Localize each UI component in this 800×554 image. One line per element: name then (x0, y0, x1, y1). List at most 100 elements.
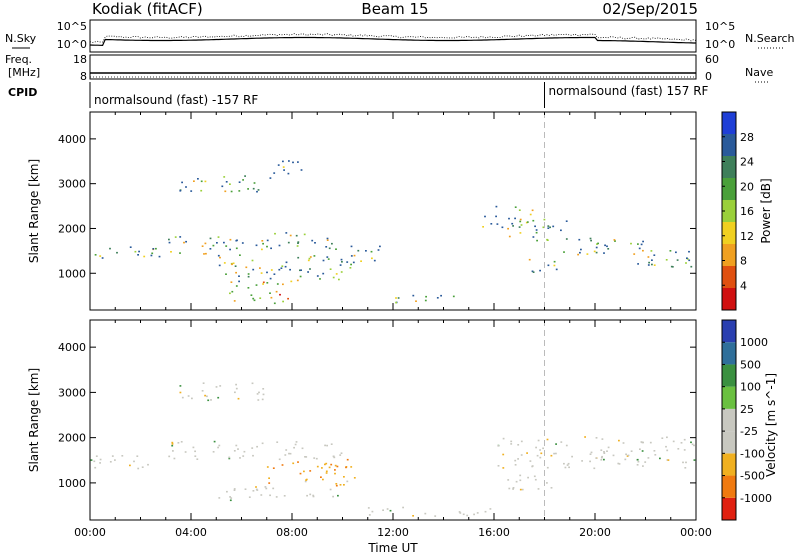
data-cell (196, 458, 199, 460)
noise-strip: N.Sky 10^5 10^0 10^5 10^0 N.Search (5, 19, 795, 53)
data-cell (275, 290, 278, 293)
data-cell (297, 242, 299, 244)
data-cell (221, 185, 224, 188)
data-cell (202, 382, 205, 384)
data-cell (289, 452, 292, 455)
data-cell (241, 242, 244, 244)
data-cell (601, 438, 604, 440)
data-cell (589, 237, 592, 240)
data-cell (641, 450, 644, 452)
ytick-label: 3000 (58, 178, 86, 191)
data-cell (484, 215, 486, 218)
data-cell (235, 383, 237, 386)
data-cell (247, 188, 249, 190)
data-cell (346, 261, 349, 263)
data-cell (252, 187, 255, 190)
data-cell (495, 205, 498, 208)
data-cell (179, 385, 182, 387)
data-cell (612, 454, 615, 457)
data-cell (261, 398, 264, 401)
velocity-panel: 4000 3000 2000 1000 00:00 04:00 08:00 12:00 16:… (27, 319, 778, 554)
data-cell (379, 245, 381, 248)
data-cell (319, 278, 321, 280)
data-cell (595, 457, 598, 459)
data-cell (326, 444, 328, 447)
data-cell (555, 268, 558, 271)
data-cell (256, 393, 259, 395)
data-cell (637, 263, 639, 265)
data-cell (262, 388, 265, 390)
data-cell (353, 254, 356, 257)
data-cell (99, 458, 102, 461)
data-cell (228, 456, 231, 459)
data-cell (613, 239, 616, 241)
data-cell (670, 265, 673, 268)
data-cell (596, 243, 598, 245)
data-cell (237, 448, 239, 450)
data-cell (617, 462, 620, 465)
data-cell (261, 240, 264, 242)
data-cell (266, 271, 268, 274)
data-cell (309, 256, 312, 258)
data-cell (272, 467, 275, 469)
data-cell (329, 488, 332, 491)
data-cell (287, 297, 289, 300)
data-cell (589, 460, 591, 463)
data-cell (312, 494, 315, 497)
time-xlabel: Time UT (367, 541, 418, 554)
velocity-colorbar: 1000 500 100 25 -25 -100 -500 -1000 (721, 319, 772, 521)
data-cell (99, 462, 101, 464)
nave-label: Nave (745, 66, 773, 79)
data-cell (250, 294, 253, 296)
data-cell (637, 460, 640, 463)
data-cell (137, 467, 140, 470)
data-cell (261, 248, 263, 251)
data-cell (458, 511, 461, 513)
data-cell (205, 252, 207, 255)
data-cell (642, 249, 644, 252)
data-cell (284, 265, 287, 268)
data-cell (586, 253, 589, 255)
data-cell (215, 386, 218, 388)
data-cell (508, 235, 511, 238)
data-cell (519, 474, 522, 477)
data-cell (691, 443, 694, 446)
data-cell (239, 254, 241, 256)
power-colorbar: 28 24 20 16 12 8 4 (721, 111, 754, 311)
data-cell (642, 441, 644, 444)
data-cell (224, 190, 227, 193)
data-cell (350, 263, 352, 266)
data-cell (328, 466, 331, 469)
data-cell (476, 512, 479, 514)
colorbar-segment (722, 342, 736, 365)
data-cell (287, 172, 290, 175)
data-cell (526, 221, 529, 223)
data-cell (653, 264, 656, 266)
data-cell (334, 472, 336, 475)
data-cell (183, 241, 185, 244)
data-cell (507, 479, 510, 481)
colorbar-segment (722, 178, 736, 200)
data-cell (550, 487, 553, 489)
data-cell (281, 464, 284, 466)
data-cell (688, 250, 690, 253)
cpid-segment-1: normalsound (fast) -157 RF (94, 93, 258, 107)
data-cell (547, 225, 550, 227)
data-cell (550, 454, 553, 457)
data-cell (296, 245, 299, 247)
data-cell (326, 239, 329, 241)
data-cell (640, 243, 643, 246)
data-cell (150, 254, 153, 257)
colorbar-tick-label: 12 (740, 230, 754, 243)
data-cell (565, 238, 568, 240)
data-cell (314, 242, 316, 244)
data-cell (466, 514, 469, 517)
data-cell (325, 470, 328, 473)
data-cell (229, 238, 232, 241)
data-cell (262, 283, 264, 285)
data-cell (519, 488, 522, 491)
data-cell (528, 258, 531, 261)
data-cell (168, 241, 171, 244)
data-cell (340, 452, 343, 454)
data-cell (233, 488, 236, 490)
